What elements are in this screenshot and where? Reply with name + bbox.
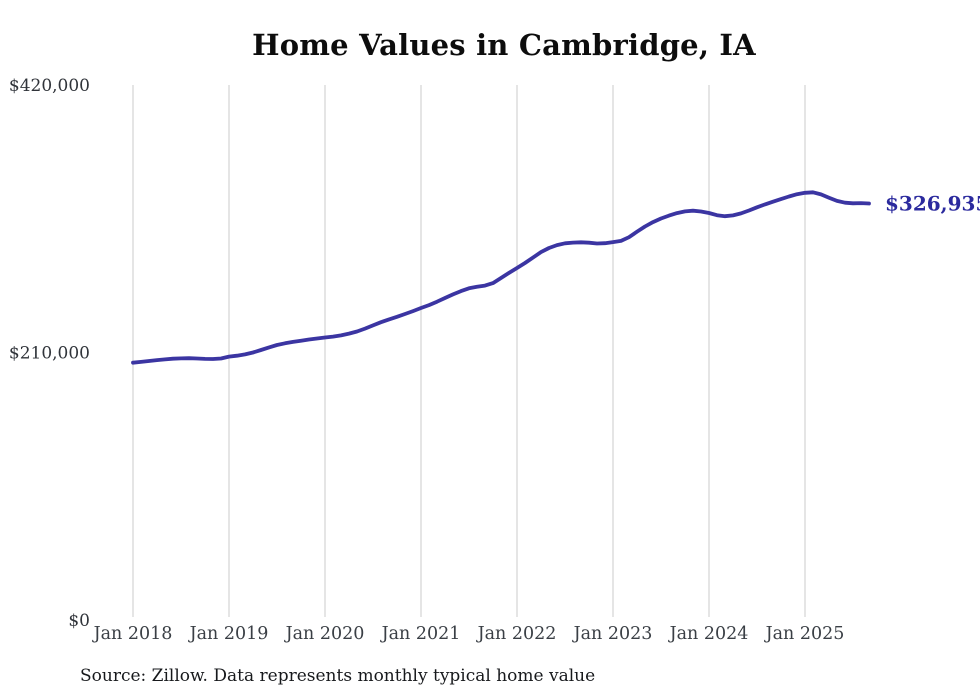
y-tick-label-420000: $420,000 xyxy=(9,76,90,96)
x-tick-label-jan-2019: Jan 2019 xyxy=(188,624,269,644)
chart-title: Home Values in Cambridge, IA xyxy=(252,28,756,62)
x-tick-label-jan-2023: Jan 2023 xyxy=(572,624,653,644)
x-tick-label-jan-2021: Jan 2021 xyxy=(380,624,461,644)
x-tick-label-jan-2025: Jan 2025 xyxy=(764,624,845,644)
x-tick-label-jan-2024: Jan 2024 xyxy=(668,624,749,644)
home-value-line xyxy=(131,190,871,365)
y-tick-label-210000: $210,000 xyxy=(9,344,90,364)
x-tick-label-jan-2020: Jan 2020 xyxy=(284,624,365,644)
y-tick-label-0: $0 xyxy=(68,611,90,631)
x-tick-label-jan-2018: Jan 2018 xyxy=(92,624,173,644)
x-tick-label-jan-2022: Jan 2022 xyxy=(476,624,557,644)
source-note: Source: Zillow. Data represents monthly … xyxy=(80,666,596,686)
end-value-label: $326,935 xyxy=(885,192,980,216)
